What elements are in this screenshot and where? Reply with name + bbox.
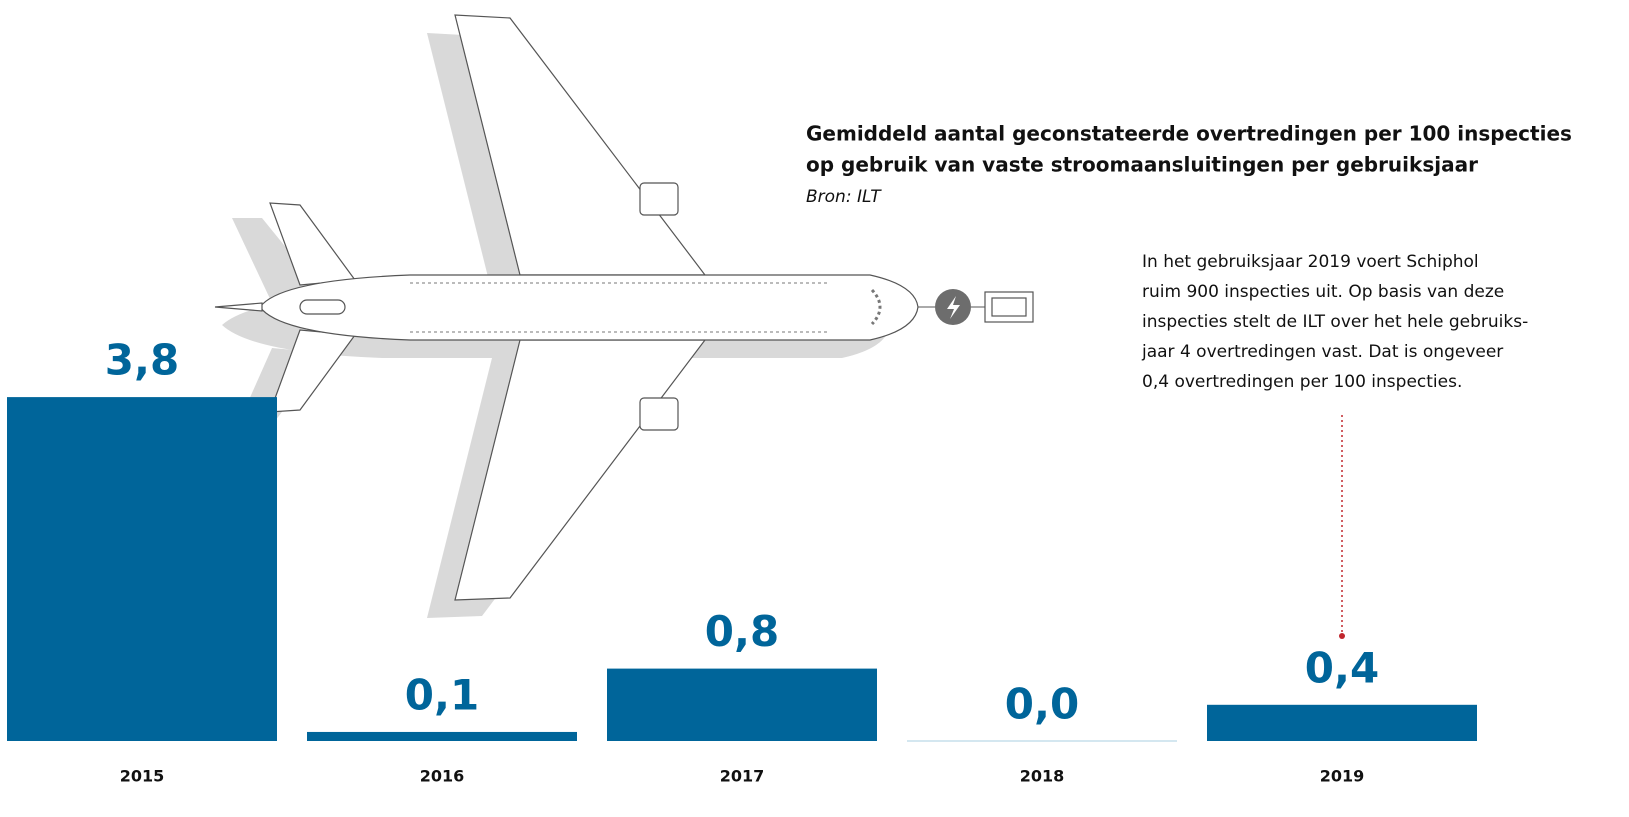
chart-title: op gebruik van vaste stroomaansluitingen… xyxy=(806,153,1478,177)
bar xyxy=(7,397,277,741)
annotation-line: 0,4 overtredingen per 100 inspecties. xyxy=(1142,372,1462,392)
airplane-illustration xyxy=(214,14,1034,618)
annotation-dot xyxy=(1339,633,1345,639)
bar xyxy=(307,731,577,741)
value-label: 0,8 xyxy=(705,607,779,656)
annotation-line: jaar 4 overtredingen vast. Dat is ongeve… xyxy=(1141,342,1503,362)
x-tick-label: 2019 xyxy=(1320,767,1365,786)
source: Bron: ILT xyxy=(806,187,882,207)
x-tick-label: 2016 xyxy=(420,767,465,786)
value-label: 3,8 xyxy=(105,336,179,385)
bar xyxy=(1207,704,1477,741)
x-tick-label: 2017 xyxy=(720,767,765,786)
chart-title: Gemiddeld aantal geconstateerde overtred… xyxy=(806,122,1572,146)
x-tick-label: 2015 xyxy=(120,767,165,786)
value-label: 0,1 xyxy=(405,670,479,719)
value-label: 0,4 xyxy=(1305,643,1379,692)
x-tick-label: 2018 xyxy=(1020,767,1065,786)
annotation-line: In het gebruiksjaar 2019 voert Schiphol xyxy=(1142,252,1479,272)
annotation: In het gebruiksjaar 2019 voert Schiphol r… xyxy=(1141,252,1528,392)
annotation-line: inspecties stelt de ILT over het hele ge… xyxy=(1142,312,1528,332)
annotation-line: ruim 900 inspecties uit. Op basis van de… xyxy=(1142,282,1504,302)
value-label: 0,0 xyxy=(1005,680,1079,729)
bar xyxy=(607,668,877,741)
